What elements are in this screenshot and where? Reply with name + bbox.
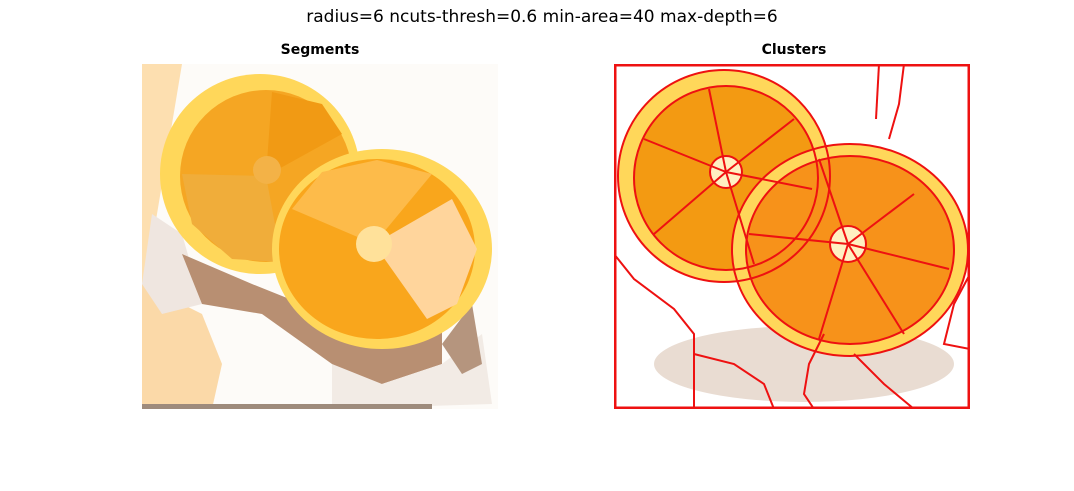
- clusters-panel-title: Clusters: [614, 42, 974, 58]
- figure-title: radius=6 ncuts-thresh=0.6 min-area=40 ma…: [0, 7, 1074, 27]
- segment-bottom-strip: [142, 404, 432, 409]
- segments-image: [142, 64, 498, 409]
- clusters-image: [614, 64, 970, 409]
- segment-back-orange-core: [253, 156, 281, 184]
- segments-panel-title: Segments: [140, 42, 500, 58]
- segment-front-orange-core: [356, 226, 392, 262]
